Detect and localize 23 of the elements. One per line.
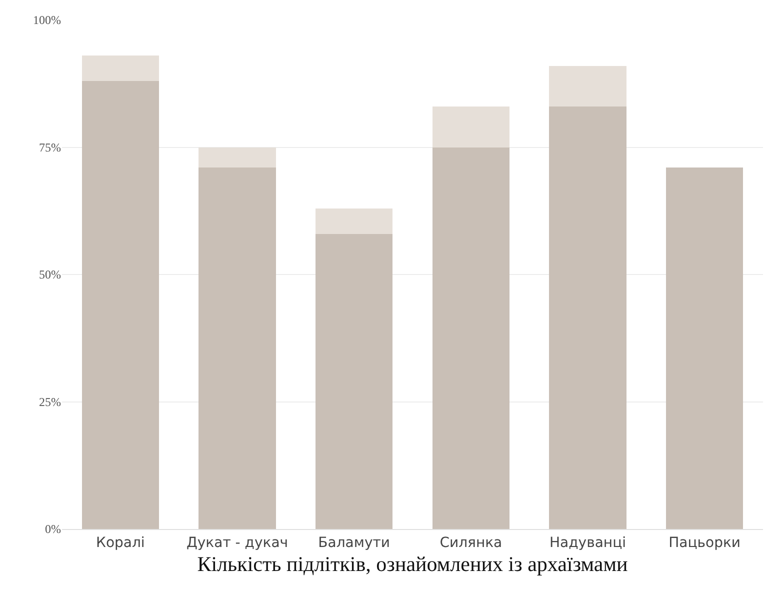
bar <box>316 208 393 234</box>
x-tick-label: Дукат - дукач <box>186 534 288 551</box>
y-tick-label: 50% <box>39 268 61 282</box>
bar <box>82 81 159 529</box>
x-tick-label: Пацьорки <box>668 534 741 551</box>
bar <box>549 106 626 529</box>
x-tick-label: Силянка <box>440 534 502 551</box>
bar <box>316 234 393 529</box>
bar <box>666 168 744 529</box>
x-tick-label: Коралі <box>96 534 145 551</box>
y-tick-label: 100% <box>33 13 61 28</box>
bar <box>198 147 276 168</box>
y-tick-label: 0% <box>45 522 61 536</box>
y-tick-label: 25% <box>39 394 61 409</box>
bar <box>432 106 510 148</box>
x-tick-label: Надуванці <box>550 534 626 551</box>
x-tick-label: Баламути <box>318 534 390 551</box>
x-axis-title: Кількість підлітків, ознайомлених із архаїзмами <box>197 552 628 576</box>
bar <box>549 66 626 107</box>
bar <box>198 168 276 529</box>
y-tick-label: 75% <box>39 140 61 154</box>
bar <box>432 147 510 529</box>
bar <box>82 56 159 82</box>
